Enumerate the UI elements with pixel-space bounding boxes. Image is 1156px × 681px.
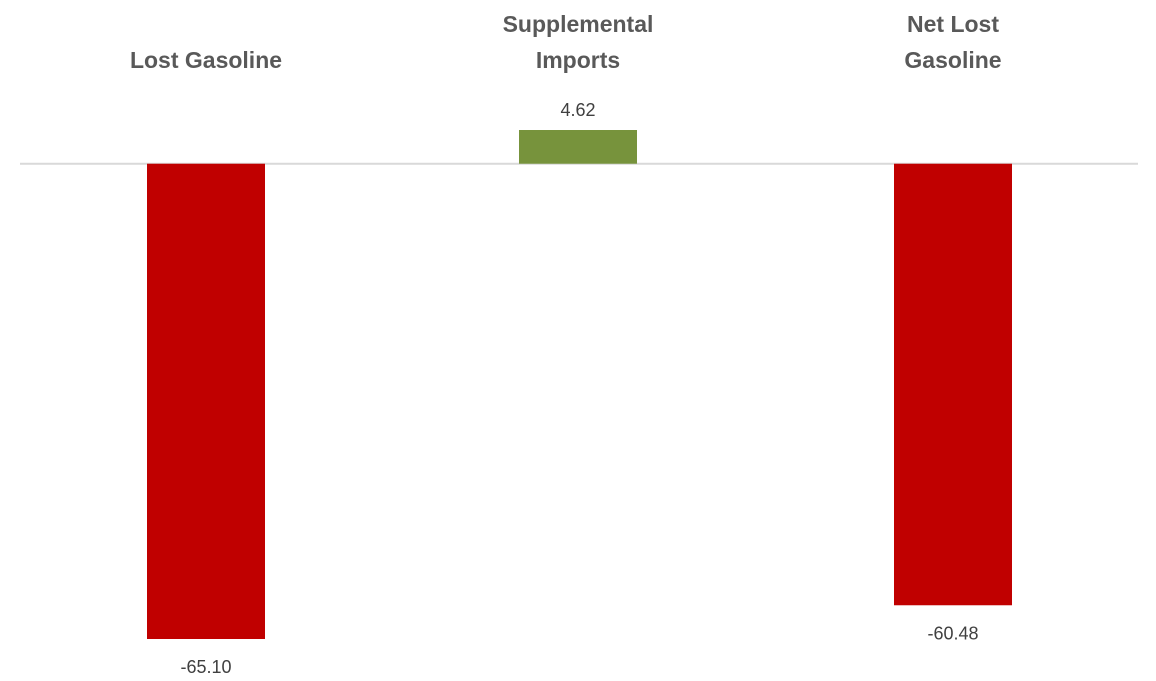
category-label-1-line-0: Supplemental [503, 11, 654, 37]
category-label-1-line-1: Imports [536, 47, 620, 73]
value-label-2: -60.48 [927, 623, 978, 643]
bars-group [147, 130, 1012, 639]
category-labels-group: Lost Gasoline Supplemental Imports Net Lost… [130, 11, 1002, 73]
bar-0 [147, 163, 265, 639]
value-labels-group: -65.10 4.62 -60.48 [180, 100, 978, 677]
bar-1 [519, 130, 637, 164]
category-label-2-line-0: Net Lost [907, 11, 999, 37]
value-label-0: -65.10 [180, 657, 231, 677]
value-label-1: 4.62 [560, 100, 595, 120]
category-label-2-line-1: Gasoline [904, 47, 1001, 73]
category-label-0-line-0: Lost Gasoline [130, 47, 282, 73]
bar-2 [894, 163, 1012, 606]
